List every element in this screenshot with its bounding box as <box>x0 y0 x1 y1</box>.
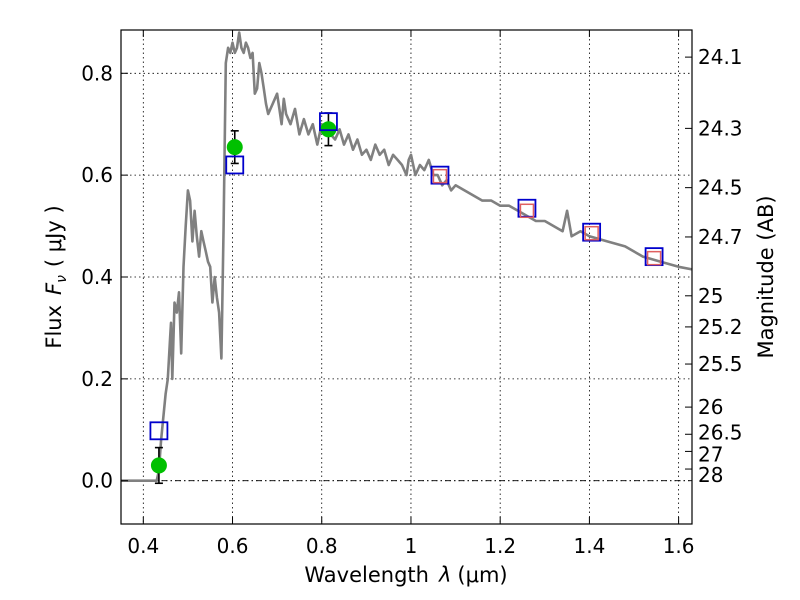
model-photometry-red-square <box>519 203 535 219</box>
x-tick-label: 1.4 <box>573 534 605 558</box>
model-photometry-squares <box>149 112 664 441</box>
x-tick-label: 0.4 <box>127 534 159 558</box>
mag-tick-label: 24.7 <box>698 225 743 249</box>
x-tick-label: 1.2 <box>484 534 516 558</box>
y2-axis-label: Magnitude (AB) <box>754 195 778 358</box>
model-photometry-blue-square <box>582 222 602 242</box>
mag-tick-label: 27 <box>698 442 723 466</box>
mag-tick-label: 26 <box>698 395 723 419</box>
x-tick-labels: 0.4 0.6 0.8 1 1.2 1.4 1.6 <box>127 534 694 558</box>
y-axis-label-text: Flux <box>42 305 66 349</box>
grid-lines <box>121 30 692 524</box>
x-tick-label: 0.6 <box>217 534 249 558</box>
y-tick-label: 0.2 <box>81 367 113 391</box>
mag-tick-label: 24.5 <box>698 176 743 200</box>
x-tick-label: 0.8 <box>306 534 338 558</box>
mag-tick-label: 25 <box>698 284 723 308</box>
model-photometry-blue-square <box>430 165 450 185</box>
mag-tick-label: 24.3 <box>698 116 743 140</box>
mag-tick-label: 28 <box>698 463 723 487</box>
x-tick-label: 1 <box>405 534 418 558</box>
model-spectrum-line <box>121 31 693 483</box>
observed-flux-point <box>150 457 167 474</box>
model-photometry-blue-square <box>319 112 338 132</box>
y-tick-label: 0.0 <box>81 469 113 493</box>
y-tick-label: 0.4 <box>81 265 113 289</box>
y-tick-label: 0.8 <box>81 61 113 85</box>
model-photometry-blue-square <box>225 155 245 175</box>
mag-tick-label: 24.1 <box>698 45 743 69</box>
x-axis-label: Wavelength λ (μm) <box>304 563 507 587</box>
model-photometry-blue-square <box>149 421 169 441</box>
y-tick-labels: 0.0 0.2 0.4 0.6 0.8 <box>81 61 113 492</box>
model-photometry-red-square <box>584 225 599 241</box>
mag-tick-label: 25.5 <box>698 352 743 376</box>
y-axis-label-unit: ( μJy ) <box>42 205 66 267</box>
x-tick-label: 1.6 <box>663 534 695 558</box>
y-tick-label: 0.6 <box>81 163 113 187</box>
axis-ticks <box>121 30 692 524</box>
x-axis-label-text: Wavelength <box>304 563 429 587</box>
mag-tick-label: 25.2 <box>698 315 743 339</box>
model-photometry-red-square <box>646 250 662 266</box>
x-axis-label-unit: (μm) <box>457 563 507 587</box>
y-axis-label: FluxFν( μJy ) <box>42 205 70 348</box>
model-photometry-red-square <box>432 168 448 184</box>
model-spectrum-series <box>121 31 693 483</box>
mag-tick-label: 26.5 <box>698 420 743 444</box>
observed-flux-point <box>226 139 243 156</box>
